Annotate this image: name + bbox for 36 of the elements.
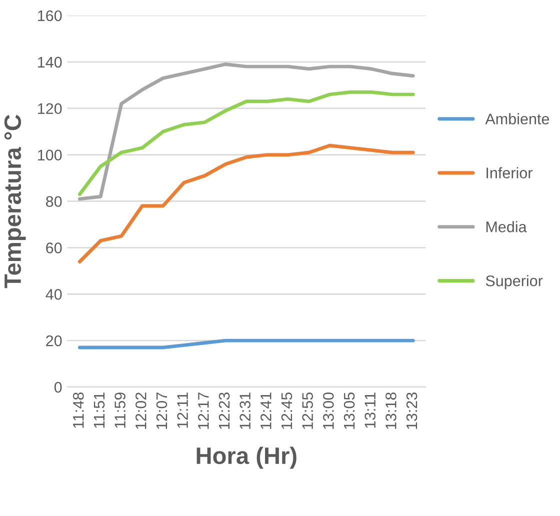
y-tick-label: 160 xyxy=(38,10,62,22)
y-tick-label: 120 xyxy=(38,103,62,114)
legend-label: Ambiente xyxy=(485,113,550,124)
line-series xyxy=(78,90,415,196)
y-tick-label: 0 xyxy=(54,382,62,393)
line-series xyxy=(78,338,415,350)
y-tick-label: 20 xyxy=(46,335,62,346)
y-axis-title: Temperatura °C xyxy=(4,114,26,288)
x-tick-label: 12:23 xyxy=(218,392,230,429)
y-tick-label: 40 xyxy=(46,288,62,300)
legend-label: Inferior xyxy=(486,167,532,178)
x-tick-label: 13:18 xyxy=(386,392,396,429)
x-tick-label: 11:59 xyxy=(114,392,126,428)
x-tick-label: 12:11 xyxy=(177,392,188,428)
x-tick-label: 12:02 xyxy=(135,392,146,429)
x-tick-label: 12:31 xyxy=(240,392,250,429)
y-tick-label: 100 xyxy=(38,150,62,160)
x-tick-label: 11:51 xyxy=(94,392,105,428)
x-tick-label: 13:11 xyxy=(364,392,376,428)
x-tick-label: 12:55 xyxy=(302,392,314,429)
x-axis-title: Hora (Hr) xyxy=(196,446,296,469)
line-series xyxy=(78,62,415,201)
x-tick-label: 13:05 xyxy=(344,392,355,429)
y-tick-label: 140 xyxy=(38,56,62,68)
x-tick-label: 12:17 xyxy=(198,392,209,429)
x-tick-label: 12:45 xyxy=(281,392,292,429)
line-series xyxy=(78,144,415,264)
x-tick-label: 12:07 xyxy=(156,392,168,429)
y-tick-label: 80 xyxy=(46,196,62,207)
x-tick-label: 13:00 xyxy=(323,392,334,429)
y-tick-label: 60 xyxy=(46,242,62,254)
x-tick-label: 12:41 xyxy=(260,392,272,429)
legend-label: Superior xyxy=(486,275,543,290)
x-tick-label: 13:23 xyxy=(406,392,418,429)
legend-label: Media xyxy=(486,221,527,232)
x-tick-label: 11:48 xyxy=(72,392,84,428)
